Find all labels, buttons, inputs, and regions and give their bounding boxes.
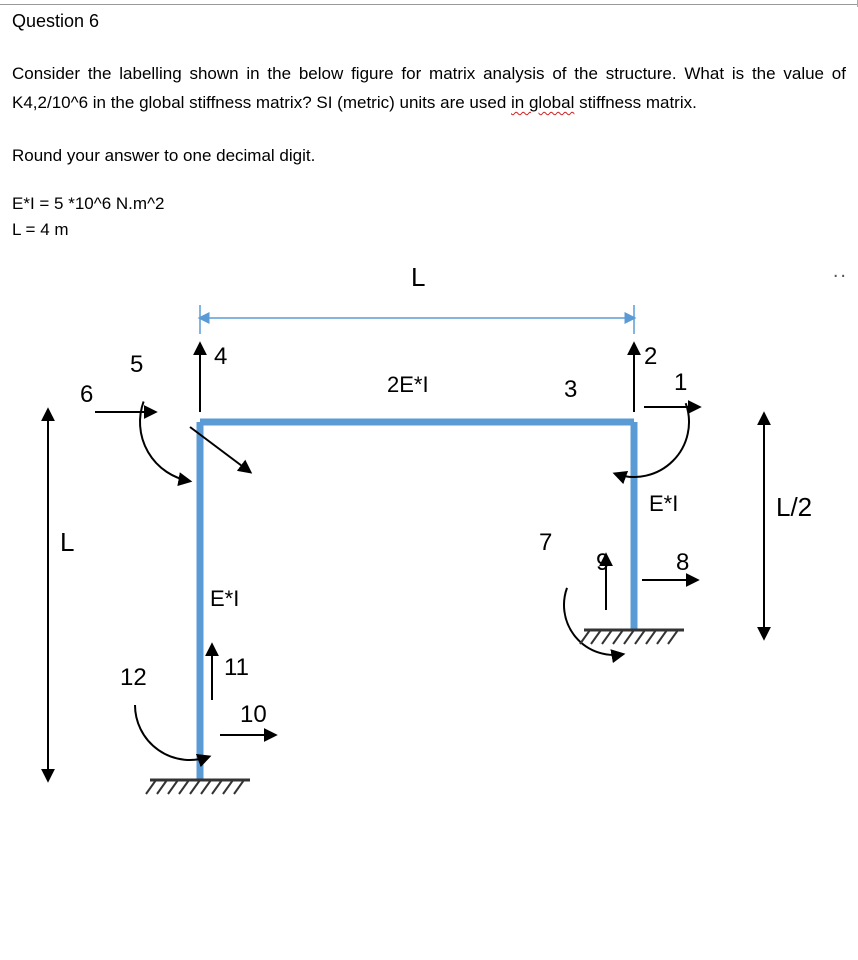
svg-text:3: 3 <box>564 376 577 403</box>
l-value: L = 4 m <box>12 220 846 240</box>
svg-text:5: 5 <box>130 351 143 378</box>
para-pre: Consider the labelling shown in the belo… <box>12 64 846 112</box>
svg-text:L: L <box>60 527 74 557</box>
svg-text:9: 9 <box>596 549 609 576</box>
svg-text:E*I: E*I <box>649 491 678 516</box>
question-title: Question 6 <box>12 11 846 32</box>
svg-text:10: 10 <box>240 701 267 728</box>
svg-text:1: 1 <box>674 369 687 396</box>
svg-text:6: 6 <box>80 381 93 408</box>
top-rule <box>0 4 858 5</box>
question-paragraph: Consider the labelling shown in the belo… <box>12 60 846 118</box>
para-post: stiffness matrix. <box>574 93 697 112</box>
svg-text:L/2: L/2 <box>776 492 812 522</box>
svg-text:E*I: E*I <box>210 586 239 611</box>
svg-text:11: 11 <box>224 654 249 681</box>
ellipsis-decoration: .. <box>833 260 848 283</box>
svg-text:8: 8 <box>676 549 689 576</box>
svg-text:2E*I: 2E*I <box>387 372 429 397</box>
ei-value: E*I = 5 *10^6 N.m^2 <box>12 194 846 214</box>
round-instruction: Round your answer to one decimal digit. <box>12 146 846 166</box>
svg-text:2: 2 <box>644 343 657 370</box>
svg-text:4: 4 <box>214 343 227 370</box>
structure-diagram: 2E*I E*I E*I L L L/2 4 5 6 21 3 9 8 7 11 10 12 <box>12 250 846 820</box>
para-wavy: in global <box>511 93 574 112</box>
figure-container: .. 2E*I E*I E*I L L L/2 4 5 6 21 3 9 8 7 11 10 12 <box>12 250 846 820</box>
svg-text:12: 12 <box>120 664 147 691</box>
svg-text:7: 7 <box>539 529 552 556</box>
svg-text:L: L <box>411 262 425 292</box>
